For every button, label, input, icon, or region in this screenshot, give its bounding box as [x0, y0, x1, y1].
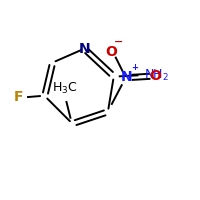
- Text: +: +: [131, 63, 138, 72]
- Text: N: N: [78, 42, 90, 56]
- Text: O: O: [105, 45, 117, 59]
- Text: H$_3$C: H$_3$C: [52, 81, 77, 96]
- Text: NH$_2$: NH$_2$: [144, 68, 169, 83]
- Text: F: F: [14, 90, 23, 104]
- Text: −: −: [114, 37, 123, 47]
- Text: O: O: [149, 69, 161, 83]
- Text: N: N: [121, 70, 132, 84]
